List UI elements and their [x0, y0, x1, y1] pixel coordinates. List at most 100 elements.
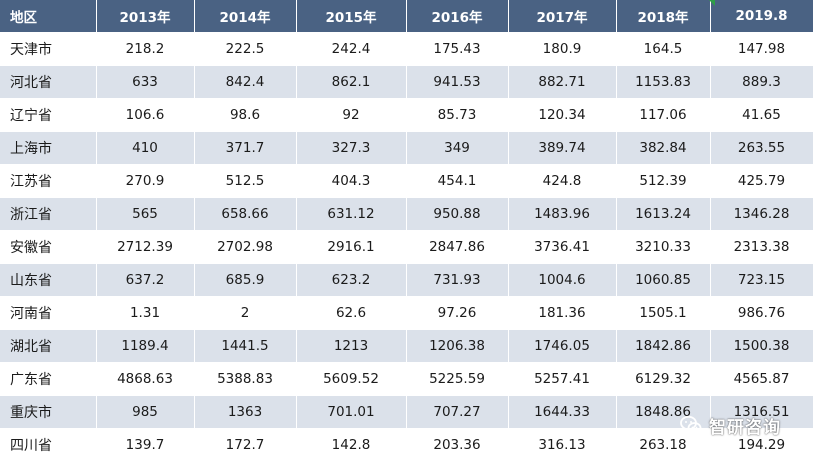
value-cell: 889.3 — [710, 65, 813, 99]
table-row: 湖北省 1189.4 1441.5 1213 1206.38 1746.05 1842.86… — [0, 329, 813, 363]
value-cell: 985 — [96, 395, 195, 429]
value-cell: 97.26 — [406, 296, 509, 330]
value-cell: 2712.39 — [96, 230, 195, 264]
value-cell: 2313.38 — [710, 230, 813, 264]
value-cell: 147.98 — [710, 32, 813, 66]
value-cell: 2847.86 — [406, 230, 509, 264]
value-cell: 222.5 — [194, 32, 297, 66]
value-cell: 218.2 — [96, 32, 195, 66]
value-cell: 1441.5 — [194, 329, 297, 363]
value-cell: 1153.83 — [616, 65, 711, 99]
value-cell: 1.31 — [96, 296, 195, 330]
table-row: 辽宁省 106.6 98.6 92 85.73 120.34 117.06 41.65 — [0, 98, 813, 132]
value-cell: 120.34 — [508, 98, 617, 132]
table-row: 广东省 4868.63 5388.83 5609.52 5225.59 5257.41 61… — [0, 362, 813, 396]
region-cell: 浙江省 — [0, 197, 97, 231]
value-cell: 637.2 — [96, 263, 195, 297]
region-cell: 上海市 — [0, 131, 97, 165]
table-row: 山东省 637.2 685.9 623.2 731.93 1004.6 1060.85 723… — [0, 263, 813, 297]
value-cell: 117.06 — [616, 98, 711, 132]
value-cell: 98.6 — [194, 98, 297, 132]
value-cell: 707.27 — [406, 395, 509, 429]
value-cell: 701.01 — [296, 395, 407, 429]
value-cell: 2916.1 — [296, 230, 407, 264]
value-cell: 382.84 — [616, 131, 711, 165]
value-cell: 1316.51 — [710, 395, 813, 429]
value-cell: 1848.86 — [616, 395, 711, 429]
value-cell: 349 — [406, 131, 509, 165]
value-cell: 1842.86 — [616, 329, 711, 363]
value-cell: 5388.83 — [194, 362, 297, 396]
region-cell: 广东省 — [0, 362, 97, 396]
value-cell: 180.9 — [508, 32, 617, 66]
region-cell: 安徽省 — [0, 230, 97, 264]
value-cell: 3210.33 — [616, 230, 711, 264]
value-cell: 454.1 — [406, 164, 509, 198]
value-cell: 5225.59 — [406, 362, 509, 396]
header-year-5: 2017年 — [508, 0, 617, 33]
value-cell: 723.15 — [710, 263, 813, 297]
table-row: 江苏省 270.9 512.5 404.3 454.1 424.8 512.39 425.79 — [0, 164, 813, 198]
value-cell: 623.2 — [296, 263, 407, 297]
region-cell: 江苏省 — [0, 164, 97, 198]
header-year-4: 2016年 — [406, 0, 509, 33]
table-row: 安徽省 2712.39 2702.98 2916.1 2847.86 3736.41 321… — [0, 230, 813, 264]
table-row: 天津市 218.2 222.5 242.4 175.43 180.9 164.5 147.98 — [0, 32, 813, 66]
value-cell: 950.88 — [406, 197, 509, 231]
value-cell: 41.65 — [710, 98, 813, 132]
value-cell: 1746.05 — [508, 329, 617, 363]
value-cell: 1004.6 — [508, 263, 617, 297]
value-cell: 512.39 — [616, 164, 711, 198]
table-row: 四川省 139.7 172.7 142.8 203.36 316.13 263.18 194.… — [0, 428, 813, 462]
value-cell: 92 — [296, 98, 407, 132]
value-cell: 5609.52 — [296, 362, 407, 396]
value-cell: 731.93 — [406, 263, 509, 297]
value-cell: 175.43 — [406, 32, 509, 66]
value-cell: 404.3 — [296, 164, 407, 198]
corner-marker — [709, 0, 715, 6]
value-cell: 263.18 — [616, 428, 711, 462]
value-cell: 1346.28 — [710, 197, 813, 231]
value-cell: 1644.33 — [508, 395, 617, 429]
value-cell: 2 — [194, 296, 297, 330]
region-cell: 山东省 — [0, 263, 97, 297]
value-cell: 633 — [96, 65, 195, 99]
table-row: 河北省 633 842.4 862.1 941.53 882.71 1153.83 889.3 — [0, 65, 813, 99]
value-cell: 1613.24 — [616, 197, 711, 231]
value-cell: 424.8 — [508, 164, 617, 198]
value-cell: 842.4 — [194, 65, 297, 99]
value-cell: 410 — [96, 131, 195, 165]
region-cell: 辽宁省 — [0, 98, 97, 132]
value-cell: 242.4 — [296, 32, 407, 66]
header-year-1: 2013年 — [96, 0, 195, 33]
value-cell: 194.29 — [710, 428, 813, 462]
value-cell: 941.53 — [406, 65, 509, 99]
header-year-2: 2014年 — [194, 0, 297, 33]
value-cell: 4868.63 — [96, 362, 195, 396]
value-cell: 85.73 — [406, 98, 509, 132]
value-cell: 4565.87 — [710, 362, 813, 396]
value-cell: 139.7 — [96, 428, 195, 462]
value-cell: 62.6 — [296, 296, 407, 330]
value-cell: 1213 — [296, 329, 407, 363]
value-cell: 1505.1 — [616, 296, 711, 330]
table-row: 河南省 1.31 2 62.6 97.26 181.36 1505.1 986.76 — [0, 296, 813, 330]
value-cell: 181.36 — [508, 296, 617, 330]
value-cell: 172.7 — [194, 428, 297, 462]
value-cell: 142.8 — [296, 428, 407, 462]
value-cell: 882.71 — [508, 65, 617, 99]
header-region: 地区 — [0, 0, 97, 33]
table-row: 浙江省 565 658.66 631.12 950.88 1483.96 1613.24 13… — [0, 197, 813, 231]
region-cell: 天津市 — [0, 32, 97, 66]
value-cell: 565 — [96, 197, 195, 231]
value-cell: 2702.98 — [194, 230, 297, 264]
value-cell: 986.76 — [710, 296, 813, 330]
header-year-3: 2015年 — [296, 0, 407, 33]
value-cell: 6129.32 — [616, 362, 711, 396]
value-cell: 1206.38 — [406, 329, 509, 363]
value-cell: 425.79 — [710, 164, 813, 198]
region-cell: 湖北省 — [0, 329, 97, 363]
region-cell: 河北省 — [0, 65, 97, 99]
